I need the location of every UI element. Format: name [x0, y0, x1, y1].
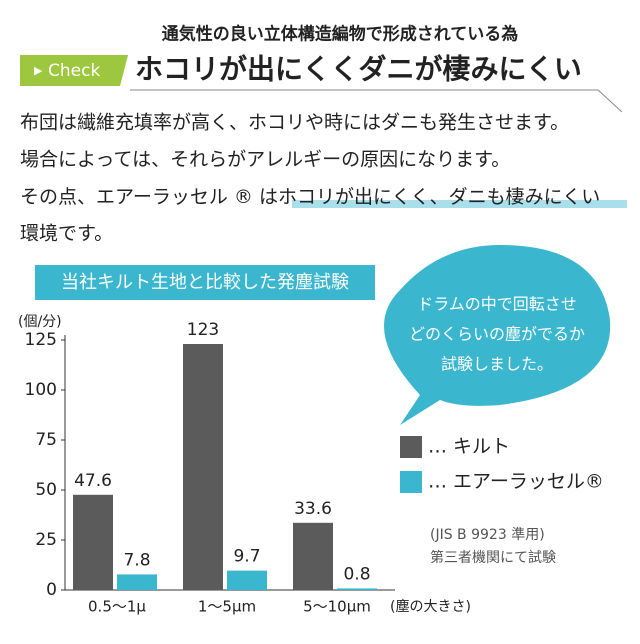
x-tick-label: 5〜10μm — [303, 598, 371, 616]
headline: ホコリが出にくくダニが棲みにくい — [135, 53, 582, 86]
bar — [227, 570, 267, 590]
tab-label: Check — [48, 61, 100, 81]
highlight — [292, 200, 627, 208]
text: その点、エアーラッセル ® — [20, 186, 259, 208]
value-label: 123 — [187, 320, 219, 340]
highlighted-text: はホコリが出にくく、ダニも棲みにくい — [259, 186, 600, 208]
y-axis-label: (個/分) — [18, 314, 62, 330]
y-tick-label: 0 — [46, 580, 57, 600]
x-axis-label: (塵の大きさ) — [390, 598, 471, 615]
callout-text: 試験しました。 — [441, 355, 553, 374]
paragraph-line: その点、エアーラッセル ® はホコリが出にくく、ダニも棲みにくい — [20, 186, 600, 208]
legend-label: … キルト — [428, 436, 510, 458]
value-label: 9.7 — [233, 547, 260, 567]
value-label: 0.8 — [343, 564, 370, 584]
value-label: 47.6 — [74, 471, 112, 491]
y-tick-label: 75 — [35, 430, 57, 450]
legend-swatch — [400, 471, 422, 493]
callout-text: どのくらいの塵がでるか — [409, 325, 585, 344]
bar — [117, 574, 157, 590]
value-label: 33.6 — [294, 499, 332, 519]
bar — [73, 494, 113, 590]
note: 第三者機関にて試験 — [430, 549, 556, 566]
x-tick-label: 0.5〜1μ — [88, 598, 146, 616]
x-tick-label: 1〜5μm — [198, 598, 256, 616]
paragraph-line: 環境です。 — [20, 223, 113, 245]
callout-text: ドラムの中で回転させ — [417, 295, 577, 314]
y-tick-label: 25 — [35, 530, 57, 550]
chart-title-box — [35, 265, 375, 300]
y-tick-label: 125 — [25, 330, 57, 350]
callout-bubble — [384, 245, 611, 425]
subtitle: 通気性の良い立体構造編物で形成されている為 — [162, 24, 519, 45]
legend-label: … エアーラッセル® — [428, 471, 604, 493]
y-tick-label: 50 — [35, 480, 57, 500]
divider — [130, 89, 623, 113]
check-tab — [20, 55, 128, 86]
bar — [337, 588, 377, 590]
paragraph-line: 布団は繊維充填率が高く、ホコリや時にはダニも発生させます。 — [20, 112, 569, 134]
chart-title: 当社キルト生地と比較した発塵試験 — [61, 272, 349, 293]
bar — [183, 344, 223, 590]
legend-swatch — [400, 436, 422, 458]
bar — [293, 522, 333, 590]
paragraph-line: 場合によっては、それらがアレルギーの原因になります。 — [20, 149, 510, 171]
note: (JIS B 9923 準用) — [430, 527, 545, 543]
y-tick-label: 100 — [25, 380, 57, 400]
tab-arrow: ▶ — [34, 64, 43, 77]
value-label: 7.8 — [123, 550, 150, 570]
